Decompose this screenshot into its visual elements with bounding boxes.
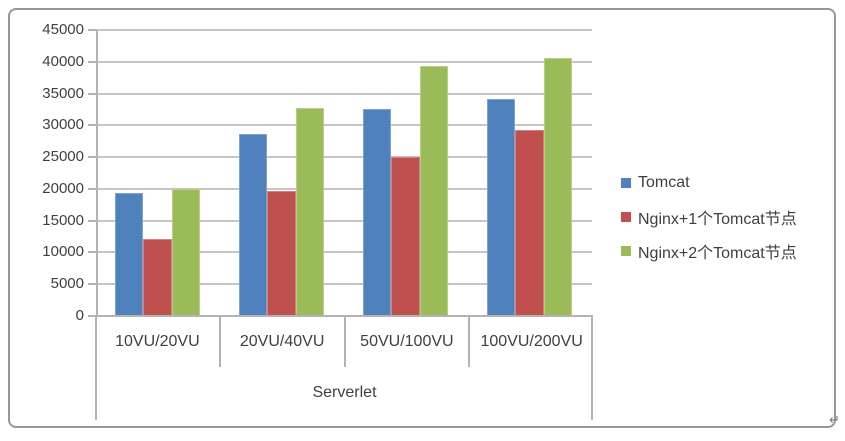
bar-Nginx+2个Tomcat节点 <box>171 188 201 316</box>
legend-label: Tomcat <box>638 174 690 191</box>
y-axis-tick-label: 35000 <box>42 84 84 102</box>
y-axis-tick-mark <box>88 251 96 254</box>
y-axis-line <box>96 30 98 316</box>
legend-item: Tomcat <box>621 173 797 193</box>
y-axis-tick-label: 5000 <box>50 275 84 293</box>
axis-edge-right <box>591 316 593 420</box>
x-axis-title: Serverlet <box>312 384 377 401</box>
gridline <box>96 219 592 222</box>
bar-Nginx+1个Tomcat节点 <box>143 239 172 316</box>
bar-Tomcat <box>487 98 516 316</box>
bar-Nginx+2个Tomcat节点 <box>543 57 573 316</box>
gridline <box>96 92 592 95</box>
bar-Nginx+1个Tomcat节点 <box>515 130 544 316</box>
y-axis-tick-label: 20000 <box>42 179 84 197</box>
legend-item: Nginx+1个Tomcat节点 <box>621 207 797 228</box>
legend-label: Nginx+1个Tomcat节点 <box>638 211 797 228</box>
plot-area <box>96 29 592 316</box>
y-axis-tick-label: 25000 <box>42 148 84 166</box>
y-axis-tick-mark <box>88 29 96 31</box>
bar-Nginx+2个Tomcat节点 <box>419 66 449 316</box>
x-axis-category-label: 50VU/100VU <box>346 317 471 367</box>
x-axis-line <box>96 315 593 317</box>
gridline <box>96 283 592 286</box>
y-axis-tick-mark <box>88 187 96 190</box>
bar-Nginx+1个Tomcat节点 <box>267 191 296 316</box>
y-axis-tick-mark <box>88 315 96 317</box>
y-axis-tick-label: 0 <box>75 307 84 324</box>
bar-Nginx+1个Tomcat节点 <box>391 157 420 316</box>
bar-Tomcat <box>239 134 268 316</box>
y-axis-tick-mark <box>88 283 96 286</box>
gridline <box>96 156 592 159</box>
axis-edge-left <box>95 316 97 420</box>
y-axis-tick-mark <box>88 219 96 222</box>
legend-label: Nginx+2个Tomcat节点 <box>638 245 797 262</box>
gridline <box>96 60 592 63</box>
y-axis-tick-mark <box>88 156 96 159</box>
gridline <box>96 124 592 127</box>
gridline <box>96 251 592 254</box>
gridline <box>96 29 592 31</box>
y-axis-tick-label: 10000 <box>42 243 84 261</box>
y-axis-tick-label: 40000 <box>42 52 84 70</box>
x-axis-category-row: 10VU/20VU 20VU/40VU 50VU/100VU 100VU/200VU <box>96 317 593 367</box>
y-axis-tick-mark <box>88 124 96 127</box>
gridline <box>96 187 592 190</box>
y-axis-tick-mark <box>88 60 96 63</box>
x-axis-category-label: 10VU/20VU <box>96 317 221 367</box>
bar-Tomcat <box>115 193 144 316</box>
y-axis-tick-label: 45000 <box>42 21 84 38</box>
y-axis-tick-mark <box>88 92 96 95</box>
y-axis-tick-label: 15000 <box>42 211 84 229</box>
bar-Tomcat <box>363 108 392 316</box>
legend-swatch-icon <box>621 178 631 188</box>
y-axis-tick-label: 30000 <box>42 116 84 134</box>
legend-swatch-icon <box>621 212 631 222</box>
x-axis-category-label: 100VU/200VU <box>480 333 583 350</box>
paragraph-mark: ↵ <box>829 412 840 427</box>
legend-swatch-icon <box>621 246 631 256</box>
legend: Tomcat Nginx+1个Tomcat节点 Nginx+2个Tomcat节点 <box>621 173 797 275</box>
legend-item: Nginx+2个Tomcat节点 <box>621 241 797 262</box>
bar-Nginx+2个Tomcat节点 <box>295 108 325 316</box>
x-axis-category-label: 20VU/40VU <box>221 317 346 367</box>
